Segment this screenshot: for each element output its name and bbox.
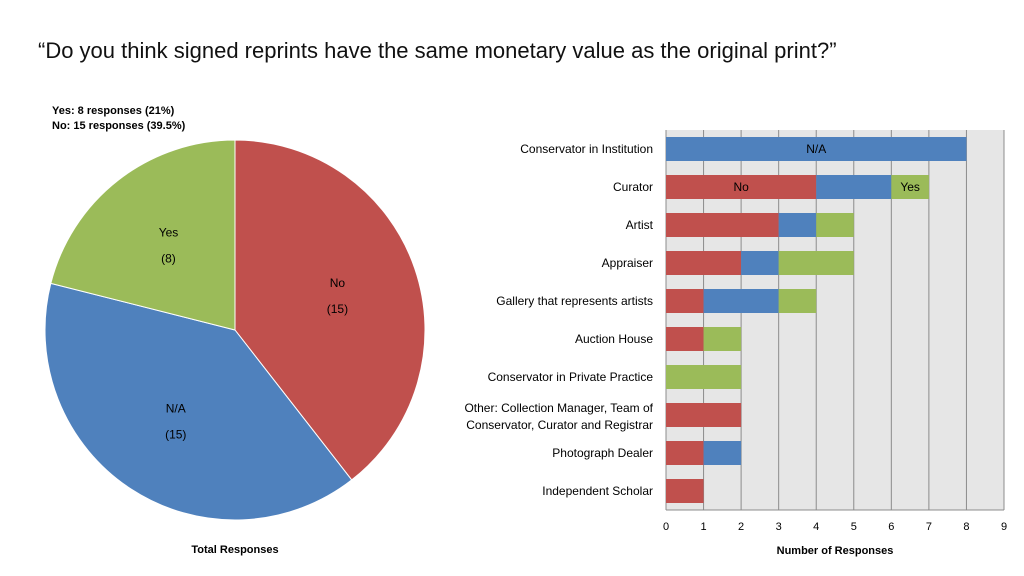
bar-segment-n-a [778, 213, 817, 237]
pie-chart: No (15) N/A (15) Yes (8) Total Responses [44, 139, 426, 556]
bar-segment-yes [703, 327, 742, 351]
bar-segment-n-a [741, 251, 779, 275]
bar-segment-no [666, 479, 704, 503]
x-tick-label: 0 [663, 521, 669, 533]
category-label-line: Other: Collection Manager, Team of [464, 401, 653, 415]
bar-data-label: No [733, 180, 749, 194]
response-summary: Yes: 8 responses (21%) No: 15 responses … [52, 104, 185, 134]
category-label: Other: Collection Manager, Team of Conser… [464, 401, 653, 432]
bar-segment-yes [891, 175, 929, 199]
bar-segment-n-a [703, 289, 779, 313]
pie-value-yes: (8) [161, 252, 176, 266]
summary-line-no: No: 15 responses (39.5%) [52, 120, 186, 132]
x-tick-label: 1 [700, 521, 706, 533]
x-tick-label: 8 [963, 521, 969, 533]
pie-slice-yes [50, 139, 236, 331]
pie-label-n-a: N/A [166, 402, 186, 416]
x-tick-label: 3 [776, 521, 782, 533]
x-tick-label: 5 [851, 521, 857, 533]
bar-segment-no [666, 213, 779, 237]
pie-x-axis-label: Total Responses [191, 544, 278, 556]
bar-segment-no [666, 327, 704, 351]
x-tick-label: 4 [813, 521, 819, 533]
bar-segment-yes [778, 289, 817, 313]
bar-x-axis-label: Number of Responses [777, 545, 894, 557]
bar-segment-no [666, 175, 817, 199]
bar-segment-yes [666, 365, 742, 389]
category-label: Independent Scholar [542, 484, 653, 498]
bar-segment-n-a [703, 441, 742, 465]
x-tick-label: 9 [1001, 521, 1007, 533]
summary-line-yes: Yes: 8 responses (21%) [52, 105, 175, 117]
category-label: Artist [626, 218, 654, 232]
pie-label-no: No [330, 276, 346, 290]
category-label: Curator [613, 180, 653, 194]
bar-data-label: N/A [806, 142, 826, 156]
bar-data-label: Yes [900, 180, 920, 194]
bar-segment-yes [816, 213, 854, 237]
category-label-line: Conservator, Curator and Registrar [466, 418, 653, 432]
bar-segment-no [666, 403, 742, 427]
bar-segment-no [666, 289, 704, 313]
pie-value-n-a: (15) [165, 428, 186, 442]
category-label: Gallery that represents artists [496, 294, 653, 308]
x-tick-label: 2 [738, 521, 744, 533]
pie-slice-n-a [44, 282, 353, 521]
category-label: Conservator in Private Practice [488, 370, 654, 384]
category-label: Appraiser [602, 256, 653, 270]
bar-segment-n-a [816, 175, 892, 199]
bar-segment-yes [778, 251, 854, 275]
pie-value-no: (15) [327, 302, 348, 316]
slide-title: “Do you think signed reprints have the s… [38, 38, 837, 63]
bar-segment-no [666, 441, 704, 465]
pie-label-yes: Yes [159, 226, 179, 240]
bar-segment-n-a [666, 137, 967, 161]
x-tick-label: 7 [926, 521, 932, 533]
category-label: Photograph Dealer [552, 446, 653, 460]
x-tick-label: 6 [888, 521, 894, 533]
pie-slice-no [234, 139, 426, 481]
category-label: Auction House [575, 332, 653, 346]
category-label: Conservator in Institution [520, 142, 653, 156]
bar-segment-no [666, 251, 742, 275]
